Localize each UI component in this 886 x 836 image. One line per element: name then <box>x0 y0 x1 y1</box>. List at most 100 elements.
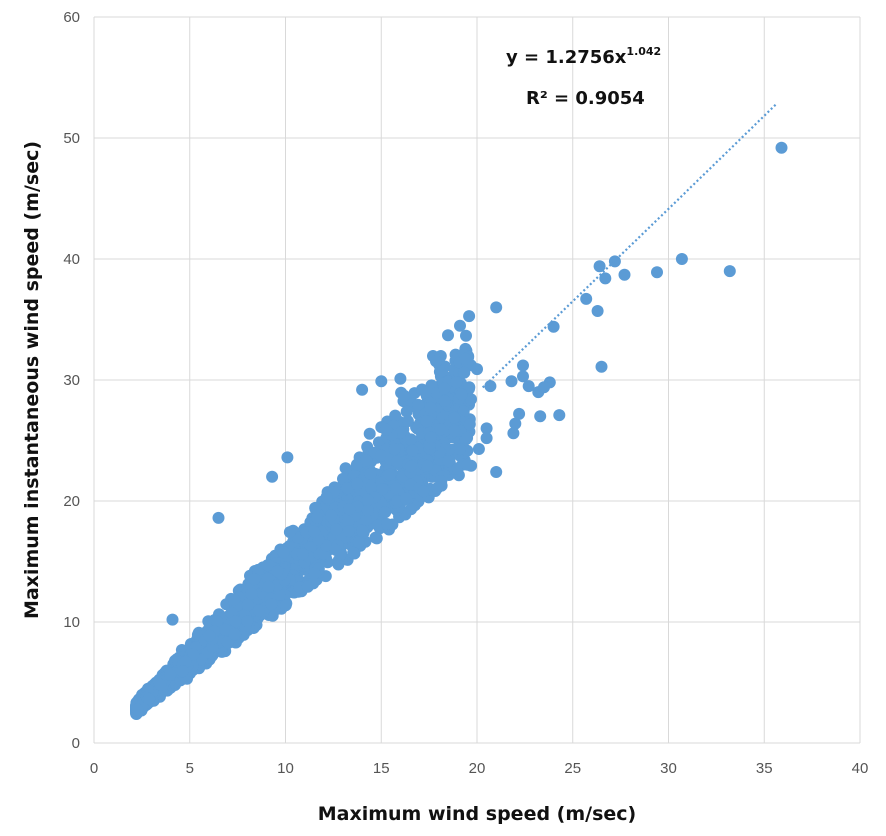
data-point <box>458 366 471 379</box>
data-point <box>580 292 593 305</box>
x-tick-label: 15 <box>373 760 390 777</box>
x-tick-label: 20 <box>469 760 486 777</box>
y-tick-label: 50 <box>63 130 80 147</box>
data-point <box>142 692 155 705</box>
data-point <box>538 381 550 394</box>
data-point <box>375 375 388 388</box>
data-point <box>490 466 503 478</box>
data-point <box>471 363 483 376</box>
data-point <box>179 655 192 668</box>
data-points <box>130 141 788 720</box>
data-point <box>296 548 309 560</box>
y-tick-label: 30 <box>63 372 80 389</box>
trendline <box>481 103 777 389</box>
data-point <box>507 427 520 440</box>
data-point <box>480 422 493 435</box>
data-point <box>330 523 343 536</box>
data-point <box>241 598 254 611</box>
data-point <box>401 415 414 428</box>
data-point <box>281 451 294 464</box>
y-tick-label: 20 <box>63 493 80 510</box>
data-point <box>460 329 472 342</box>
y-tick-label: 60 <box>63 9 80 26</box>
data-point <box>595 360 608 373</box>
data-point <box>484 380 497 393</box>
data-point <box>461 458 474 471</box>
data-point <box>651 266 663 279</box>
data-point <box>176 665 189 678</box>
data-point <box>522 380 535 393</box>
data-point <box>412 398 425 411</box>
data-point <box>424 401 437 414</box>
data-point <box>398 389 411 402</box>
data-point <box>375 449 388 462</box>
data-point <box>365 481 377 494</box>
data-point <box>461 431 474 444</box>
y-axis-title: Maximum instantaneous wind speed (m/sec) <box>21 141 43 619</box>
data-point <box>448 424 461 437</box>
data-point <box>164 668 177 681</box>
x-tick-label: 35 <box>756 760 773 777</box>
y-tick-label: 10 <box>63 614 80 631</box>
data-point <box>332 558 345 571</box>
data-point <box>364 467 377 480</box>
x-axis-title: Maximum wind speed (m/sec) <box>318 803 637 825</box>
data-point <box>203 629 216 642</box>
data-point <box>547 320 560 333</box>
y-tick-label: 40 <box>63 251 80 268</box>
x-tick-label: 5 <box>186 760 194 777</box>
data-point <box>262 580 275 593</box>
x-tick-label: 30 <box>660 760 677 777</box>
data-point <box>459 352 472 365</box>
data-point <box>360 513 373 526</box>
data-point <box>261 559 274 572</box>
data-point <box>211 615 223 628</box>
data-point <box>421 459 434 472</box>
data-point <box>431 481 444 494</box>
data-point <box>228 593 241 606</box>
x-tick-label: 40 <box>852 760 869 777</box>
data-point <box>480 432 493 445</box>
data-point <box>454 319 466 332</box>
data-point <box>509 417 522 430</box>
equation-exponent: 1.042 <box>626 45 661 58</box>
data-point <box>370 532 383 545</box>
data-point <box>593 260 606 273</box>
data-point <box>517 359 529 372</box>
data-point <box>219 623 232 636</box>
data-point <box>430 355 442 368</box>
data-point <box>221 636 234 649</box>
data-point <box>419 386 432 399</box>
data-point <box>436 364 449 377</box>
data-point <box>212 511 225 524</box>
data-point <box>351 477 364 490</box>
data-point <box>434 423 447 436</box>
data-point <box>390 482 403 495</box>
data-point <box>448 411 461 424</box>
data-point <box>490 301 503 314</box>
data-point <box>599 272 612 285</box>
data-point <box>347 546 360 559</box>
data-point <box>404 460 417 473</box>
data-point <box>438 395 451 407</box>
data-point <box>356 383 369 396</box>
data-point <box>517 370 529 383</box>
data-point <box>534 410 547 423</box>
data-point <box>472 443 485 455</box>
data-point <box>381 518 393 530</box>
data-point <box>337 472 349 485</box>
data-point <box>363 427 376 440</box>
data-point <box>248 573 261 586</box>
data-point <box>388 443 401 456</box>
equation-text: y = 1.2756x <box>506 47 627 68</box>
data-point <box>283 526 296 539</box>
data-point <box>166 613 179 626</box>
data-point <box>775 141 788 154</box>
data-point <box>187 648 200 661</box>
data-point <box>308 525 321 538</box>
data-point <box>513 407 526 420</box>
data-point <box>309 501 322 514</box>
data-point <box>360 454 373 467</box>
data-point <box>356 524 369 537</box>
